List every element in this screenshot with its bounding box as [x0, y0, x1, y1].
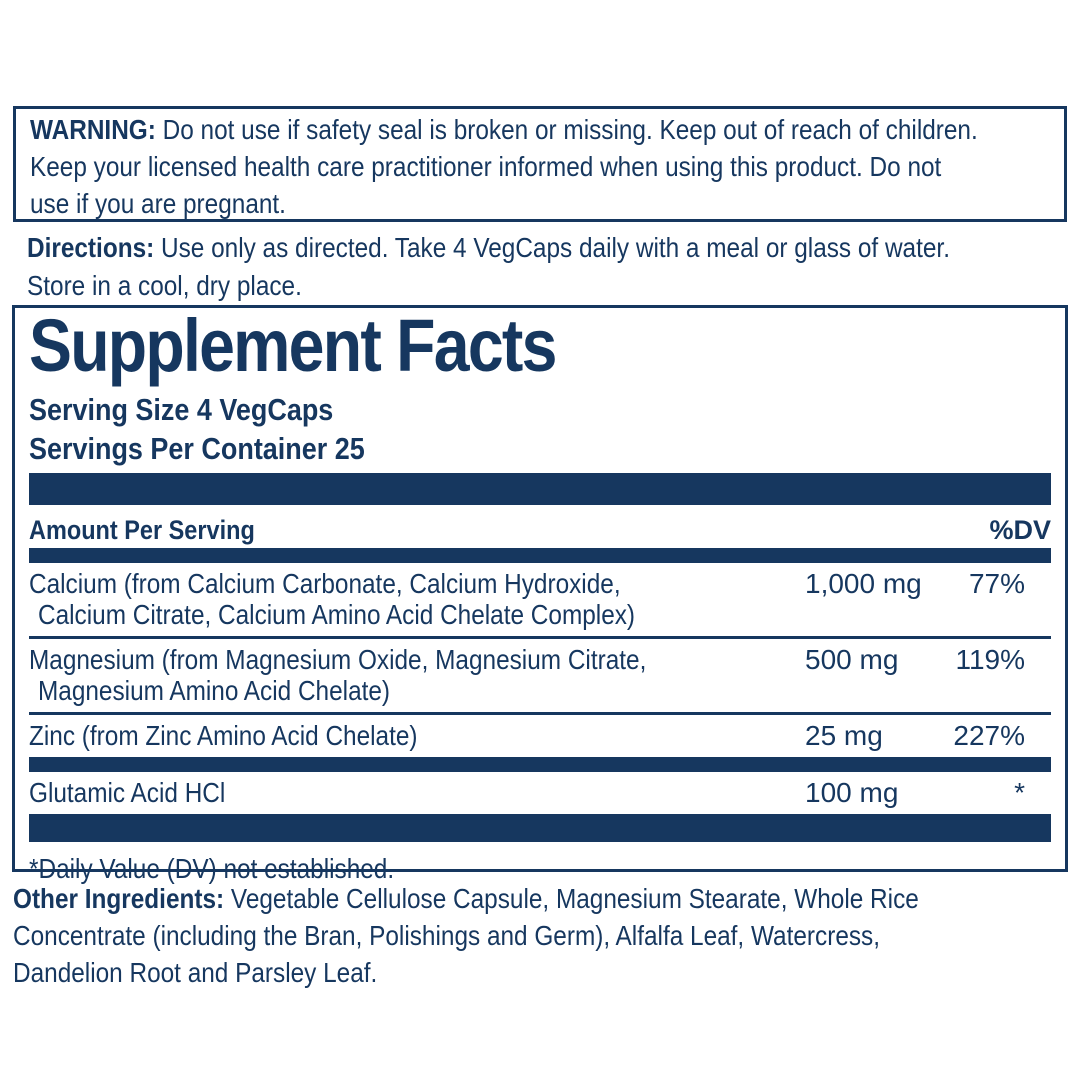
table-row-magnesium: Magnesium (from Magnesium Oxide, Magnesi… — [29, 639, 1051, 715]
directions-line: Directions: Use only as directed. Take 4… — [27, 229, 950, 267]
warning-line: use if you are pregnant. — [30, 188, 286, 219]
table-row-zinc: Zinc (from Zinc Amino Acid Chelate) 25 m… — [29, 715, 1051, 757]
nutrient-name: Zinc (from Zinc Amino Acid Chelate) — [29, 720, 418, 751]
amount-per-serving-header: Amount Per Serving — [29, 515, 255, 545]
supplement-facts-title: Supplement Facts — [29, 304, 557, 387]
divider-bar-thick — [29, 473, 1051, 505]
divider-bar-thick — [29, 814, 1051, 842]
nutrient-amount: 1,000 mg — [805, 568, 922, 599]
divider-bar-medium — [29, 548, 1051, 563]
divider-bar-medium — [29, 757, 1051, 772]
other-ingredients-section: Other Ingredients: Vegetable Cellulose C… — [13, 880, 1063, 991]
directions-label: Directions: — [27, 232, 155, 263]
warning-text: Do not use if safety seal is broken or m… — [162, 114, 978, 145]
nutrient-amount: 25 mg — [805, 720, 883, 751]
other-ingredients-text: Vegetable Cellulose Capsule, Magnesium S… — [230, 883, 919, 914]
percent-dv-header: %DV — [989, 515, 1051, 545]
servings-per-container: Servings Per Container 25 — [29, 431, 365, 466]
other-ingredients-line: Dandelion Root and Parsley Leaf. — [13, 957, 378, 988]
nutrient-name: Calcium (from Calcium Carbonate, Calcium… — [29, 568, 621, 599]
nutrient-dv: 119% — [955, 644, 1025, 675]
nutrient-amount: 100 mg — [805, 777, 899, 808]
warning-line: Keep your licensed health care practitio… — [30, 151, 942, 182]
table-row-calcium: Calcium (from Calcium Carbonate, Calcium… — [29, 563, 1051, 639]
serving-size: Serving Size 4 VegCaps — [29, 392, 334, 427]
nutrient-dv: * — [1014, 777, 1025, 808]
directions-line: Store in a cool, dry place. — [27, 270, 302, 301]
table-row-glutamic-acid: Glutamic Acid HCl 100 mg * — [29, 772, 1051, 814]
daily-value-footnote: *Daily Value (DV) not established. — [29, 853, 395, 884]
warning-line: WARNING: Do not use if safety seal is br… — [30, 111, 978, 148]
directions-text: Use only as directed. Take 4 VegCaps dai… — [161, 232, 950, 263]
nutrient-name: Glutamic Acid HCl — [29, 777, 226, 808]
supplement-facts-table: Amount Per Serving %DV Calcium (from Cal… — [29, 473, 1051, 886]
other-ingredients-line: Other Ingredients: Vegetable Cellulose C… — [13, 880, 927, 917]
warning-label: WARNING: — [30, 114, 156, 145]
other-ingredients-label: Other Ingredients: — [13, 883, 225, 914]
nutrient-name-continued: Magnesium Amino Acid Chelate) — [38, 675, 391, 706]
supplement-facts-panel: Supplement Facts Serving Size 4 VegCaps … — [12, 304, 1068, 884]
nutrient-dv: 227% — [953, 720, 1025, 751]
warning-box: WARNING: Do not use if safety seal is br… — [13, 106, 1067, 222]
table-header-row: Amount Per Serving %DV — [29, 512, 1051, 548]
nutrient-dv: 77% — [968, 568, 1025, 599]
nutrient-name-continued: Calcium Citrate, Calcium Amino Acid Chel… — [38, 599, 636, 630]
nutrient-name: Magnesium (from Magnesium Oxide, Magnesi… — [29, 644, 647, 675]
other-ingredients-line: Concentrate (including the Bran, Polishi… — [13, 920, 881, 951]
directions-section: Directions: Use only as directed. Take 4… — [27, 229, 1057, 305]
nutrient-amount: 500 mg — [805, 644, 899, 675]
